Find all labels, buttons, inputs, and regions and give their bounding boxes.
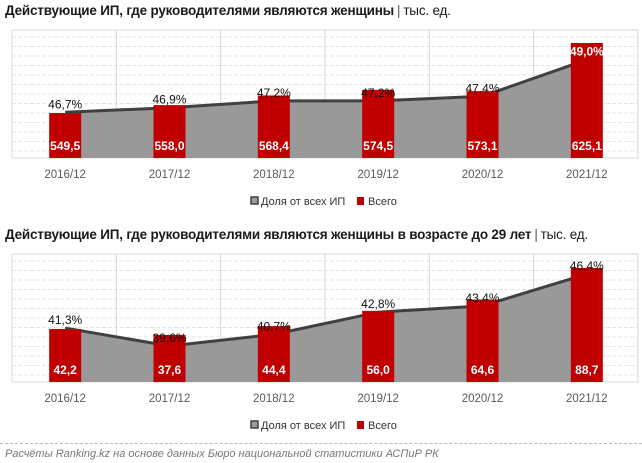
bar-value-label: 625,1 (572, 139, 602, 153)
share-value-label: 46,7% (48, 97, 82, 111)
bar-value-label: 37,6 (158, 363, 182, 377)
share-value-label: 46,4% (570, 259, 604, 273)
bar-total (257, 326, 290, 382)
bar-value-label: 558,0 (154, 139, 184, 153)
title-separator: | (534, 227, 538, 242)
share-value-label: 42,8% (361, 297, 395, 311)
chart-panel-2: 42,2 41,3% 2016/12 37,6 39,6% 2017/12 44,4 40,7… (0, 224, 642, 446)
title-unit: тыс. ед. (403, 3, 451, 18)
legend-bar-swatch (357, 421, 364, 429)
bar-total (257, 95, 290, 158)
share-value-label: 40,7% (257, 319, 291, 333)
bar-value-label: 549,5 (50, 139, 80, 153)
title-unit: тыс. ед. (540, 227, 589, 242)
x-tick-label: 2021/12 (566, 393, 608, 405)
bar-value-label: 568,4 (259, 139, 289, 153)
legend: Доля от всех ИП Всего (250, 420, 397, 432)
x-tick-label: 2019/12 (357, 169, 399, 181)
bar-value-label: 44,4 (262, 363, 286, 377)
legend-label-share: Доля от всех ИП (261, 420, 345, 432)
share-area (65, 59, 587, 158)
x-tick-label: 2019/12 (357, 393, 399, 405)
x-tick-label: 2016/12 (44, 393, 86, 405)
legend-label-total: Всего (368, 420, 397, 432)
bar-total (362, 310, 395, 382)
x-tick-label: 2017/12 (149, 393, 191, 405)
chart-panel-1: 549,5 46,7% 2016/12 558,0 46,9% 2017/12 568,4 4… (0, 0, 642, 222)
share-value-label: 41,3% (48, 313, 82, 327)
share-value-label: 47,2% (361, 86, 395, 100)
bar-value-label: 56,0 (366, 363, 390, 377)
share-value-label: 49,0% (570, 45, 604, 59)
bar-value-label: 88,7 (575, 363, 599, 377)
legend-area-swatch (250, 420, 259, 429)
source-note: Расчёты Ranking.kz на основе данных Бюро… (5, 448, 439, 460)
legend-label-total: Всего (368, 196, 397, 208)
bar-value-label: 64,6 (471, 363, 495, 377)
x-tick-label: 2020/12 (462, 169, 504, 181)
chart-1: 549,5 46,7% 2016/12 558,0 46,9% 2017/12 568,4 4… (11, 29, 639, 208)
share-area (65, 274, 587, 382)
bar-total (570, 268, 603, 382)
legend-label-share: Доля от всех ИП (261, 196, 345, 208)
chart-2: 42,2 41,3% 2016/12 37,6 39,6% 2017/12 44,4 40,7… (11, 253, 639, 432)
x-tick-label: 2021/12 (566, 169, 608, 181)
x-tick-label: 2016/12 (44, 169, 86, 181)
title-text: Действующие ИП, где руководителями являю… (5, 3, 395, 18)
bar-value-label: 574,5 (363, 139, 393, 153)
share-value-label: 46,9% (152, 93, 186, 107)
bar-total (49, 112, 82, 158)
share-value-label: 47,4% (465, 81, 499, 95)
legend: Доля от всех ИП Всего (250, 196, 397, 208)
share-line (64, 272, 588, 348)
chart-title-1: Действующие ИП, где руководителями являю… (5, 3, 451, 18)
bar-total (362, 89, 395, 158)
share-value-label: 39,6% (152, 331, 186, 345)
legend-bar-swatch (357, 197, 364, 205)
share-line (65, 58, 588, 114)
share-value-label: 43,4% (465, 291, 499, 305)
chart-title-2: Действующие ИП, где руководителями являю… (5, 227, 588, 242)
bar-total (466, 91, 499, 158)
x-tick-label: 2017/12 (149, 169, 191, 181)
title-text: Действующие ИП, где руководителями являю… (5, 227, 532, 242)
x-tick-label: 2018/12 (253, 393, 295, 405)
bar-value-label: 42,2 (53, 363, 77, 377)
bar-total (153, 105, 186, 158)
bar-total (153, 334, 186, 382)
bar-value-label: 573,1 (467, 139, 497, 153)
bar-total (466, 299, 499, 382)
legend-area-swatch (250, 196, 259, 205)
share-value-label: 47,2% (257, 86, 291, 100)
x-tick-label: 2020/12 (462, 393, 504, 405)
title-separator: | (397, 3, 401, 18)
footer-divider (0, 443, 642, 444)
bar-total (49, 328, 82, 382)
bar-total (570, 42, 603, 158)
x-tick-label: 2018/12 (253, 169, 295, 181)
